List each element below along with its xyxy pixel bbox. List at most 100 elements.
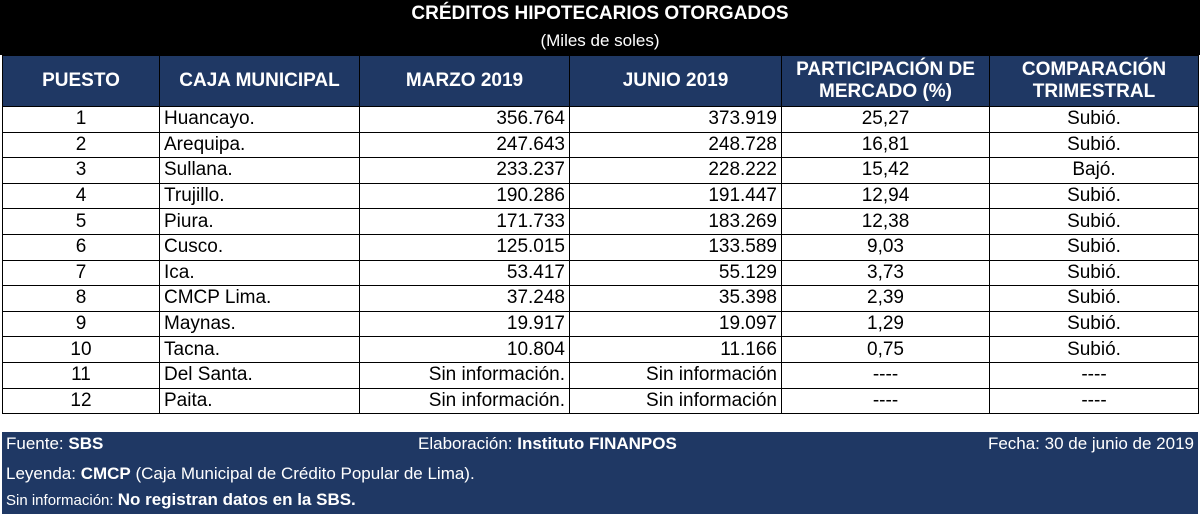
cell-caja: CMCP Lima. (159, 285, 360, 312)
sininfo-label: Sin información: (6, 492, 118, 509)
cell-junio: 133.589 (569, 233, 782, 261)
cell-comparacion: Subió. (989, 131, 1199, 159)
footer-row-sininfo: Sin información: No registran datos en l… (6, 490, 1194, 510)
cell-comparacion: ---- (989, 387, 1199, 415)
cell-puesto: 1 (2, 106, 160, 133)
cell-junio: 373.919 (569, 106, 782, 133)
cell-caja: Tacna. (159, 336, 360, 363)
page-subtitle: (Miles de soles) (540, 31, 660, 50)
cell-caja: Trujillo. (159, 182, 360, 210)
cell-marzo: Sin información. (359, 361, 570, 389)
cell-comparacion: Subió. (989, 336, 1199, 363)
header-puesto: PUESTO (2, 55, 160, 107)
cell-marzo: Sin información. (359, 387, 570, 415)
cell-marzo: 190.286 (359, 182, 570, 210)
cell-participacion: 0,75 (781, 336, 990, 363)
cell-marzo: 53.417 (359, 259, 570, 287)
cell-puesto: 6 (2, 233, 160, 261)
leyenda-value: CMCP (80, 464, 131, 483)
table-row: 7 Ica. 53.417 55.129 3,73 Subió. (2, 259, 1199, 287)
sininfo-value: No registran datos en la SBS. (117, 490, 356, 509)
cell-junio: 183.269 (569, 208, 782, 235)
cell-participacion: 3,73 (781, 259, 990, 287)
cell-comparacion: Subió. (989, 233, 1199, 261)
cell-comparacion: Subió. (989, 310, 1199, 338)
header-participacion-line2: MERCADO (%) (819, 81, 952, 102)
header-caja: CAJA MUNICIPAL (159, 55, 360, 107)
cell-junio: 55.129 (569, 259, 782, 287)
cell-participacion: 12,38 (781, 208, 990, 235)
cell-comparacion: Subió. (989, 182, 1199, 210)
fuente-value: SBS (68, 434, 104, 453)
header-comparacion-line1: COMPARACIÓN (1021, 59, 1167, 80)
table-row: 6 Cusco. 125.015 133.589 9,03 Subió. (2, 233, 1199, 261)
cell-junio: Sin información (569, 387, 782, 415)
cell-puesto: 7 (2, 259, 160, 287)
cell-participacion: 15,42 (781, 157, 990, 184)
cell-junio: 228.222 (569, 157, 782, 184)
title-band: CRÉDITOS HIPOTECARIOS OTORGADOS (Miles d… (0, 0, 1200, 55)
table-row: 1 Huancayo. 356.764 373.919 25,27 Subió. (2, 106, 1199, 133)
header-participacion-line1: PARTICIPACIÓN DE (796, 59, 975, 80)
header-comparacion: COMPARACIÓN TRIMESTRAL (989, 55, 1199, 107)
cell-caja: Cusco. (159, 233, 360, 261)
cell-junio: 35.398 (569, 285, 782, 312)
cell-comparacion: ---- (989, 361, 1199, 389)
cell-marzo: 171.733 (359, 208, 570, 235)
footer-row-sources: Fuente: SBS Elaboración: Instituto FINAN… (6, 434, 1194, 454)
cell-puesto: 5 (2, 208, 160, 235)
cell-puesto: 8 (2, 285, 160, 312)
cell-puesto: 9 (2, 310, 160, 338)
cell-participacion: 25,27 (781, 106, 990, 133)
footer: Fuente: SBS Elaboración: Instituto FINAN… (2, 432, 1198, 514)
cell-comparacion: Subió. (989, 259, 1199, 287)
table-row: 8 CMCP Lima. 37.248 35.398 2,39 Subió. (2, 285, 1199, 312)
header-participacion: PARTICIPACIÓN DE MERCADO (%) (781, 55, 990, 107)
cell-comparacion: Bajó. (989, 157, 1199, 184)
table-row: 5 Piura. 171.733 183.269 12,38 Subió. (2, 208, 1199, 235)
leyenda-desc: (Caja Municipal de Crédito Popular de Li… (130, 464, 475, 483)
cell-puesto: 2 (2, 131, 160, 159)
cell-puesto: 12 (2, 387, 160, 415)
cell-junio: 19.097 (569, 310, 782, 338)
cell-marzo: 19.917 (359, 310, 570, 338)
table-header-row: PUESTO CAJA MUNICIPAL MARZO 2019 JUNIO 2… (2, 55, 1199, 107)
elaboracion: Elaboración: Instituto FINANPOS (418, 434, 677, 454)
cell-caja: Huancayo. (159, 106, 360, 133)
table-row: 12 Paita. Sin información. Sin información -… (2, 387, 1199, 415)
cell-participacion: 2,39 (781, 285, 990, 312)
table-row: 11 Del Santa. Sin información. Sin informac… (2, 361, 1199, 389)
cell-marzo: 356.764 (359, 106, 570, 133)
cell-junio: 191.447 (569, 182, 782, 210)
fuente-label: Fuente: (6, 434, 69, 453)
cell-comparacion: Subió. (989, 106, 1199, 133)
table-row: 10 Tacna. 10.804 11.166 0,75 Subió. (2, 336, 1199, 363)
cell-caja: Sullana. (159, 157, 360, 184)
cell-junio: Sin información (569, 361, 782, 389)
header-junio: JUNIO 2019 (569, 55, 782, 107)
cell-marzo: 37.248 (359, 285, 570, 312)
elaboracion-label: Elaboración: (418, 434, 518, 453)
cell-puesto: 3 (2, 157, 160, 184)
elaboracion-value: Instituto FINANPOS (517, 434, 677, 453)
cell-participacion: 9,03 (781, 233, 990, 261)
header-comparacion-line2: TRIMESTRAL (1032, 81, 1156, 102)
cell-comparacion: Subió. (989, 285, 1199, 312)
cell-marzo: 233.237 (359, 157, 570, 184)
cell-comparacion: Subió. (989, 208, 1199, 235)
cell-caja: Paita. (159, 387, 360, 415)
cell-participacion: 1,29 (781, 310, 990, 338)
cell-caja: Ica. (159, 259, 360, 287)
credits-table: PUESTO CAJA MUNICIPAL MARZO 2019 JUNIO 2… (2, 55, 1199, 415)
cell-puesto: 11 (2, 361, 160, 389)
cell-caja: Del Santa. (159, 361, 360, 389)
cell-participacion: ---- (781, 361, 990, 389)
page-title: CRÉDITOS HIPOTECARIOS OTORGADOS (411, 3, 789, 24)
table-row: 2 Arequipa. 247.643 248.728 16,81 Subió. (2, 131, 1199, 159)
cell-participacion: 16,81 (781, 131, 990, 159)
table-row: 4 Trujillo. 190.286 191.447 12,94 Subió. (2, 182, 1199, 210)
cell-caja: Maynas. (159, 310, 360, 338)
fecha: Fecha: 30 de junio de 2019 (987, 434, 1194, 453)
cell-junio: 11.166 (569, 336, 782, 363)
cell-marzo: 247.643 (359, 131, 570, 159)
